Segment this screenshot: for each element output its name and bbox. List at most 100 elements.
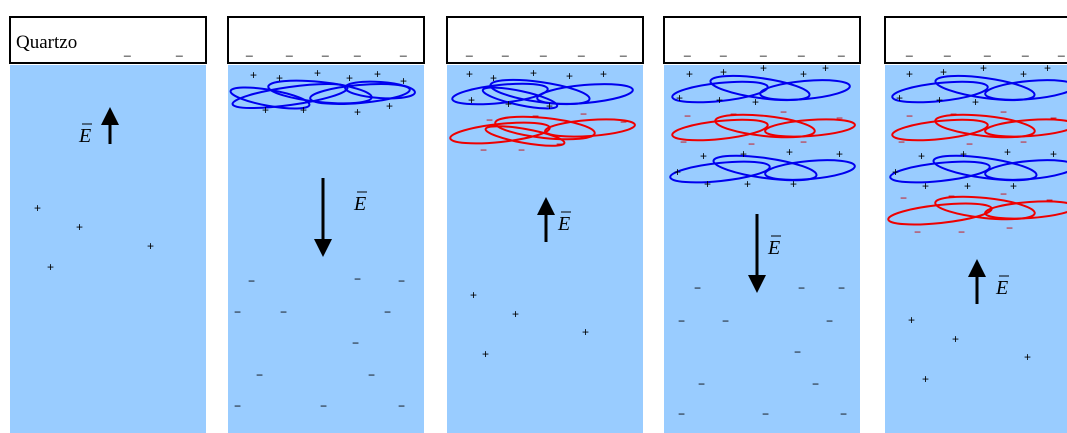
charge-plus: + xyxy=(952,332,959,346)
plate-charge: _ xyxy=(943,43,951,57)
charge-plus: + xyxy=(482,347,489,361)
charge-plus: + xyxy=(600,67,607,81)
charge-minus: − xyxy=(234,399,241,413)
charge-minus: − xyxy=(812,377,819,391)
charge-plus: + xyxy=(47,260,54,274)
plate-charge: _ xyxy=(285,43,293,57)
charge-plus: + xyxy=(262,103,269,117)
charge-minus: − xyxy=(398,274,405,288)
charge-plus: + xyxy=(720,65,727,79)
charge-plus: + xyxy=(686,67,693,81)
charge-plus: + xyxy=(530,66,537,80)
plate-charge: _ xyxy=(983,43,991,57)
charge-minus: − xyxy=(620,115,627,129)
charge-plus: + xyxy=(276,71,283,85)
charge-plus: + xyxy=(972,95,979,109)
field-label: E xyxy=(353,193,366,215)
charge-minus: − xyxy=(780,105,787,119)
charge-plus: + xyxy=(752,95,759,109)
plate-charge: _ xyxy=(539,43,547,57)
positive-streamer-layer xyxy=(451,78,634,110)
positive-streamer-layer xyxy=(891,74,1067,104)
quartz-medium xyxy=(10,65,206,433)
negative-streamer-layer xyxy=(671,113,856,142)
charge-minus: − xyxy=(762,407,769,421)
plate-charge: _ xyxy=(1057,43,1065,57)
field-label: E xyxy=(78,125,91,147)
charge-plus: + xyxy=(760,61,767,75)
plate-charge: _ xyxy=(321,43,329,57)
charge-plus: + xyxy=(700,149,707,163)
charge-minus: − xyxy=(248,274,255,288)
charge-plus: + xyxy=(490,71,497,85)
charge-minus: − xyxy=(1000,187,1007,201)
plate-charge: _ xyxy=(759,43,767,57)
charge-minus: − xyxy=(914,225,921,239)
plate-charge: _ xyxy=(719,43,727,57)
positive-streamer-layer xyxy=(229,79,416,110)
charge-plus: + xyxy=(546,99,553,113)
plate-charge: _ xyxy=(501,43,509,57)
panel-2: _ _ _ _ _ + + + + + + + + + + E − − − − … xyxy=(227,16,425,433)
charge-minus: − xyxy=(794,345,801,359)
charge-plus: + xyxy=(354,105,361,119)
charge-plus: + xyxy=(314,66,321,80)
charge-minus: − xyxy=(1046,193,1053,207)
charge-minus: − xyxy=(900,191,907,205)
plate-charge: _ xyxy=(353,43,361,57)
charge-plus: + xyxy=(716,93,723,107)
charge-plus: + xyxy=(744,177,751,191)
charge-minus: − xyxy=(556,137,563,151)
charge-plus: + xyxy=(468,93,475,107)
negative-streamer-layer xyxy=(449,115,636,147)
electrode-plate xyxy=(227,16,425,64)
charge-plus: + xyxy=(346,71,353,85)
plate-charge: _ xyxy=(245,43,253,57)
charge-minus: − xyxy=(280,305,287,319)
charge-minus: − xyxy=(486,113,493,127)
charge-plus: + xyxy=(582,325,589,339)
charge-plus: + xyxy=(906,67,913,81)
charge-plus: + xyxy=(892,165,899,179)
charge-minus: − xyxy=(800,135,807,149)
panel-5: _ _ _ _ _ + + + + + + + + xyxy=(884,16,1067,433)
plate-charge: _ xyxy=(619,43,627,57)
charge-plus: + xyxy=(922,372,929,386)
charge-plus: + xyxy=(674,165,681,179)
positive-streamer-layer xyxy=(671,74,851,104)
charge-plus: + xyxy=(505,97,512,111)
charge-plus: + xyxy=(896,91,903,105)
panel-3: _ _ _ _ _ + + + + + + + + − − − − − − − xyxy=(446,16,644,433)
plate-charge: _ xyxy=(577,43,585,57)
charge-plus: + xyxy=(790,177,797,191)
electrode-plate xyxy=(446,16,644,64)
plate-charge: _ xyxy=(837,43,845,57)
field-label: E xyxy=(767,237,780,259)
charge-minus: − xyxy=(532,109,539,123)
charge-minus: − xyxy=(678,314,685,328)
charge-minus: − xyxy=(352,336,359,350)
field-label: E xyxy=(557,213,570,235)
negative-streamer-layer xyxy=(887,195,1067,226)
charge-plus: + xyxy=(400,74,407,88)
charge-plus: + xyxy=(740,147,747,161)
panel-1: Quartzo _ _ E + + + + xyxy=(9,16,207,433)
charge-minus: − xyxy=(1000,105,1007,119)
electrode-plate xyxy=(663,16,861,64)
charge-plus: + xyxy=(980,61,987,75)
charge-minus: − xyxy=(950,107,957,121)
charge-plus: + xyxy=(1004,145,1011,159)
charge-minus: − xyxy=(684,109,691,123)
charge-minus: − xyxy=(694,281,701,295)
electrode-plate xyxy=(9,16,207,64)
charge-minus: − xyxy=(836,111,843,125)
charge-plus: + xyxy=(34,201,41,215)
charge-plus: + xyxy=(374,67,381,81)
charge-plus: + xyxy=(960,147,967,161)
charge-plus: + xyxy=(940,65,947,79)
charge-plus: + xyxy=(1044,61,1051,75)
charge-plus: + xyxy=(250,68,257,82)
charge-plus: + xyxy=(1010,179,1017,193)
quartz-medium xyxy=(885,65,1067,433)
